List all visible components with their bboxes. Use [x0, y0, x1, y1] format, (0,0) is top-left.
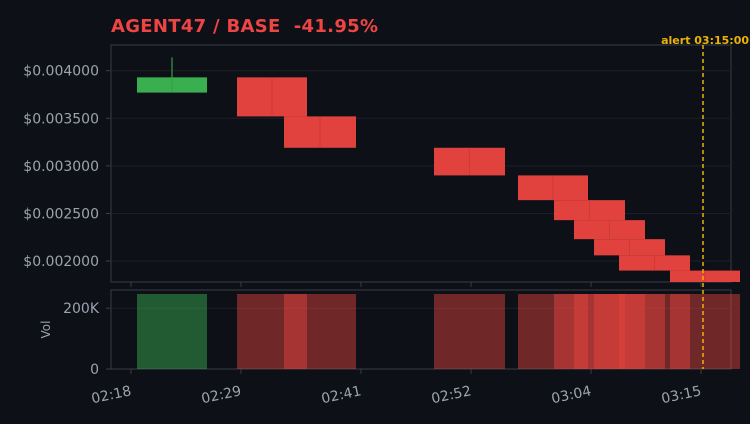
price-tick-label: $0.002000 — [23, 254, 99, 270]
price-tick-label: $0.004000 — [23, 64, 99, 80]
price-tick-label: $0.003000 — [23, 159, 99, 175]
volume-bar — [518, 294, 588, 369]
volume-tick-label: 0 — [90, 362, 99, 378]
price-tick-label: $0.003500 — [23, 111, 99, 127]
volume-bar — [237, 294, 307, 369]
time-tick-label: 02:52 — [430, 383, 473, 407]
time-tick-label: 03:04 — [550, 383, 593, 407]
candle-body — [137, 77, 207, 93]
candle-body — [574, 220, 645, 240]
volume-bar — [670, 294, 740, 369]
volume-bar — [137, 294, 207, 369]
candle-body — [670, 270, 740, 282]
alert-label: alert 03:15:00 — [661, 34, 749, 47]
pair-label: AGENT47 / BASE — [111, 16, 281, 37]
candle-body — [434, 147, 505, 176]
volume-bar — [594, 294, 665, 369]
volume-bar — [574, 294, 645, 369]
time-tick-label: 03:15 — [660, 383, 703, 407]
candle-body — [284, 116, 356, 148]
volume-bar — [284, 294, 356, 369]
candle-body — [518, 175, 588, 201]
volume-bar — [619, 294, 690, 369]
candle-body — [594, 239, 665, 256]
time-tick-label: 02:41 — [320, 383, 363, 407]
chart-title: AGENT47 / BASE -41.95% — [111, 16, 378, 37]
candle-body — [619, 255, 690, 271]
candle-body — [237, 77, 307, 117]
candle-body — [554, 200, 625, 221]
change-label: -41.95% — [293, 16, 379, 37]
time-tick-label: 02:18 — [90, 383, 133, 407]
volume-bar — [434, 294, 505, 369]
volume-tick-label: 200K — [63, 301, 100, 317]
volume-bar — [554, 294, 625, 369]
price-tick-label: $0.002500 — [23, 206, 99, 222]
price-panel-frame — [110, 44, 732, 283]
volume-axis-label: Vol — [39, 321, 53, 339]
volume-panel-frame — [110, 289, 732, 370]
time-tick-label: 02:29 — [200, 383, 243, 407]
